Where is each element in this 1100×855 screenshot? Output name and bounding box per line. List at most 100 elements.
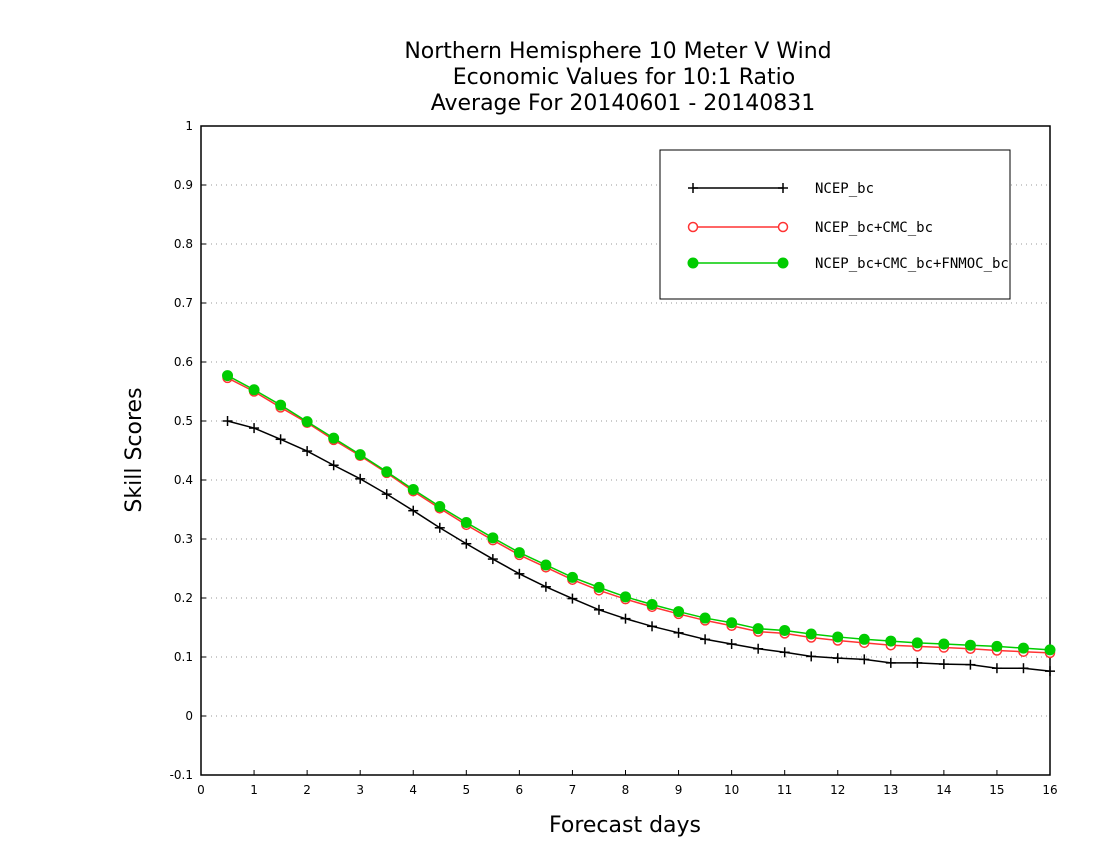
data-point — [275, 399, 287, 411]
x-tick-label: 3 — [356, 783, 364, 797]
y-tick-label: -0.1 — [170, 768, 193, 782]
x-axis-ticks: 0 1 2 3 4 5 6 7 8 9 10 11 12 13 14 15 16 — [197, 770, 1058, 797]
data-point — [1018, 663, 1029, 674]
data-point — [938, 659, 949, 670]
series-1 — [222, 372, 1056, 659]
data-point — [434, 522, 445, 533]
data-point — [938, 638, 950, 650]
data-point — [593, 604, 604, 615]
data-point — [687, 257, 699, 269]
data-point — [832, 631, 844, 643]
x-tick-label: 14 — [936, 783, 951, 797]
y-tick-label: 1 — [185, 119, 193, 133]
legend-item: NCEP_bc — [688, 181, 874, 197]
x-tick-label: 12 — [830, 783, 845, 797]
y-tick-label: 0.1 — [174, 650, 193, 664]
data-point — [355, 473, 366, 484]
data-point — [593, 581, 605, 593]
x-tick-label: 10 — [724, 783, 739, 797]
y-tick-label: 0.5 — [174, 414, 193, 428]
data-point — [513, 547, 525, 559]
data-point — [779, 647, 790, 658]
data-point — [779, 624, 791, 636]
data-point — [647, 621, 658, 632]
legend-label: NCEP_bc+CMC_bc — [815, 220, 933, 236]
data-point — [726, 639, 737, 650]
series-line — [227, 374, 1051, 651]
y-tick-label: 0.6 — [174, 355, 193, 369]
data-point — [514, 568, 525, 579]
data-point — [688, 183, 698, 193]
data-point — [620, 591, 631, 603]
data-point — [964, 639, 976, 651]
data-point — [859, 654, 870, 665]
data-point — [567, 593, 578, 604]
x-tick-label: 16 — [1042, 783, 1057, 797]
data-point — [832, 653, 843, 664]
y-tick-label: 0.8 — [174, 237, 193, 251]
chart-title-line-1: Northern Hemisphere 10 Meter V Wind — [404, 39, 831, 64]
data-point — [328, 432, 340, 444]
legend-label: NCEP_bc — [815, 181, 874, 197]
x-tick-label: 0 — [197, 783, 205, 797]
series-layer — [222, 370, 1056, 677]
x-tick-label: 15 — [989, 783, 1004, 797]
data-point — [1045, 666, 1055, 677]
legend-item: NCEP_bc+CMC_bc — [687, 220, 933, 236]
data-point — [381, 466, 393, 478]
chart-title-line-2: Economic Values for 10:1 Ratio — [453, 65, 795, 90]
chart-title: Northern Hemisphere 10 Meter V Wind Econ… — [404, 39, 831, 116]
data-point — [1017, 642, 1029, 654]
y-tick-label: 0.9 — [174, 178, 193, 192]
data-point — [885, 657, 896, 668]
data-point — [806, 651, 817, 662]
data-point — [248, 384, 260, 396]
data-point — [407, 483, 419, 495]
legend-item: NCEP_bc+CMC_bc+FNMOC_bc — [687, 256, 1009, 272]
x-tick-label: 1 — [250, 783, 258, 797]
data-point — [222, 416, 233, 426]
x-tick-label: 7 — [569, 783, 577, 797]
legend-label: NCEP_bc+CMC_bc+FNMOC_bc — [815, 256, 1009, 272]
data-point — [646, 598, 658, 610]
data-point — [700, 634, 711, 645]
data-point — [302, 446, 313, 457]
data-point — [408, 505, 419, 516]
x-tick-label: 9 — [675, 783, 683, 797]
legend-items: NCEP_bc NCEP_bc+CMC_bc NCEP_bc+CMC_bc+FNMO… — [687, 181, 1009, 272]
data-point — [1044, 644, 1056, 656]
y-axis-ticks: -0.1 0 0.1 0.2 0.3 0.4 0.5 0.6 0.7 0.8 0.9 1 — [170, 119, 206, 782]
data-point — [777, 257, 789, 269]
data-point — [620, 613, 631, 624]
data-point — [778, 183, 788, 193]
y-tick-label: 0.3 — [174, 532, 193, 546]
data-point — [673, 627, 684, 638]
series-2 — [222, 370, 1056, 656]
data-point — [805, 628, 817, 640]
data-point — [699, 612, 711, 624]
x-tick-label: 13 — [883, 783, 898, 797]
x-tick-label: 5 — [462, 783, 470, 797]
data-point — [328, 460, 339, 471]
data-point — [991, 640, 1003, 652]
x-axis-title: Forecast days — [549, 813, 701, 838]
data-point — [249, 423, 260, 434]
chart-title-line-3: Average For 20140601 - 20140831 — [431, 91, 816, 116]
data-point — [540, 559, 552, 571]
data-point — [673, 606, 685, 618]
data-point — [354, 449, 366, 461]
x-tick-label: 8 — [622, 783, 630, 797]
data-point — [275, 434, 286, 445]
data-point — [487, 554, 498, 565]
data-point — [991, 663, 1002, 674]
y-tick-label: 0.2 — [174, 591, 193, 605]
data-point — [540, 581, 551, 592]
y-tick-label: 0 — [185, 709, 193, 723]
legend: NCEP_bc NCEP_bc+CMC_bc NCEP_bc+CMC_bc+FNMO… — [659, 149, 1011, 300]
data-point — [460, 516, 472, 528]
data-point — [301, 416, 313, 428]
y-tick-label: 0.7 — [174, 296, 193, 310]
data-point — [753, 643, 764, 654]
